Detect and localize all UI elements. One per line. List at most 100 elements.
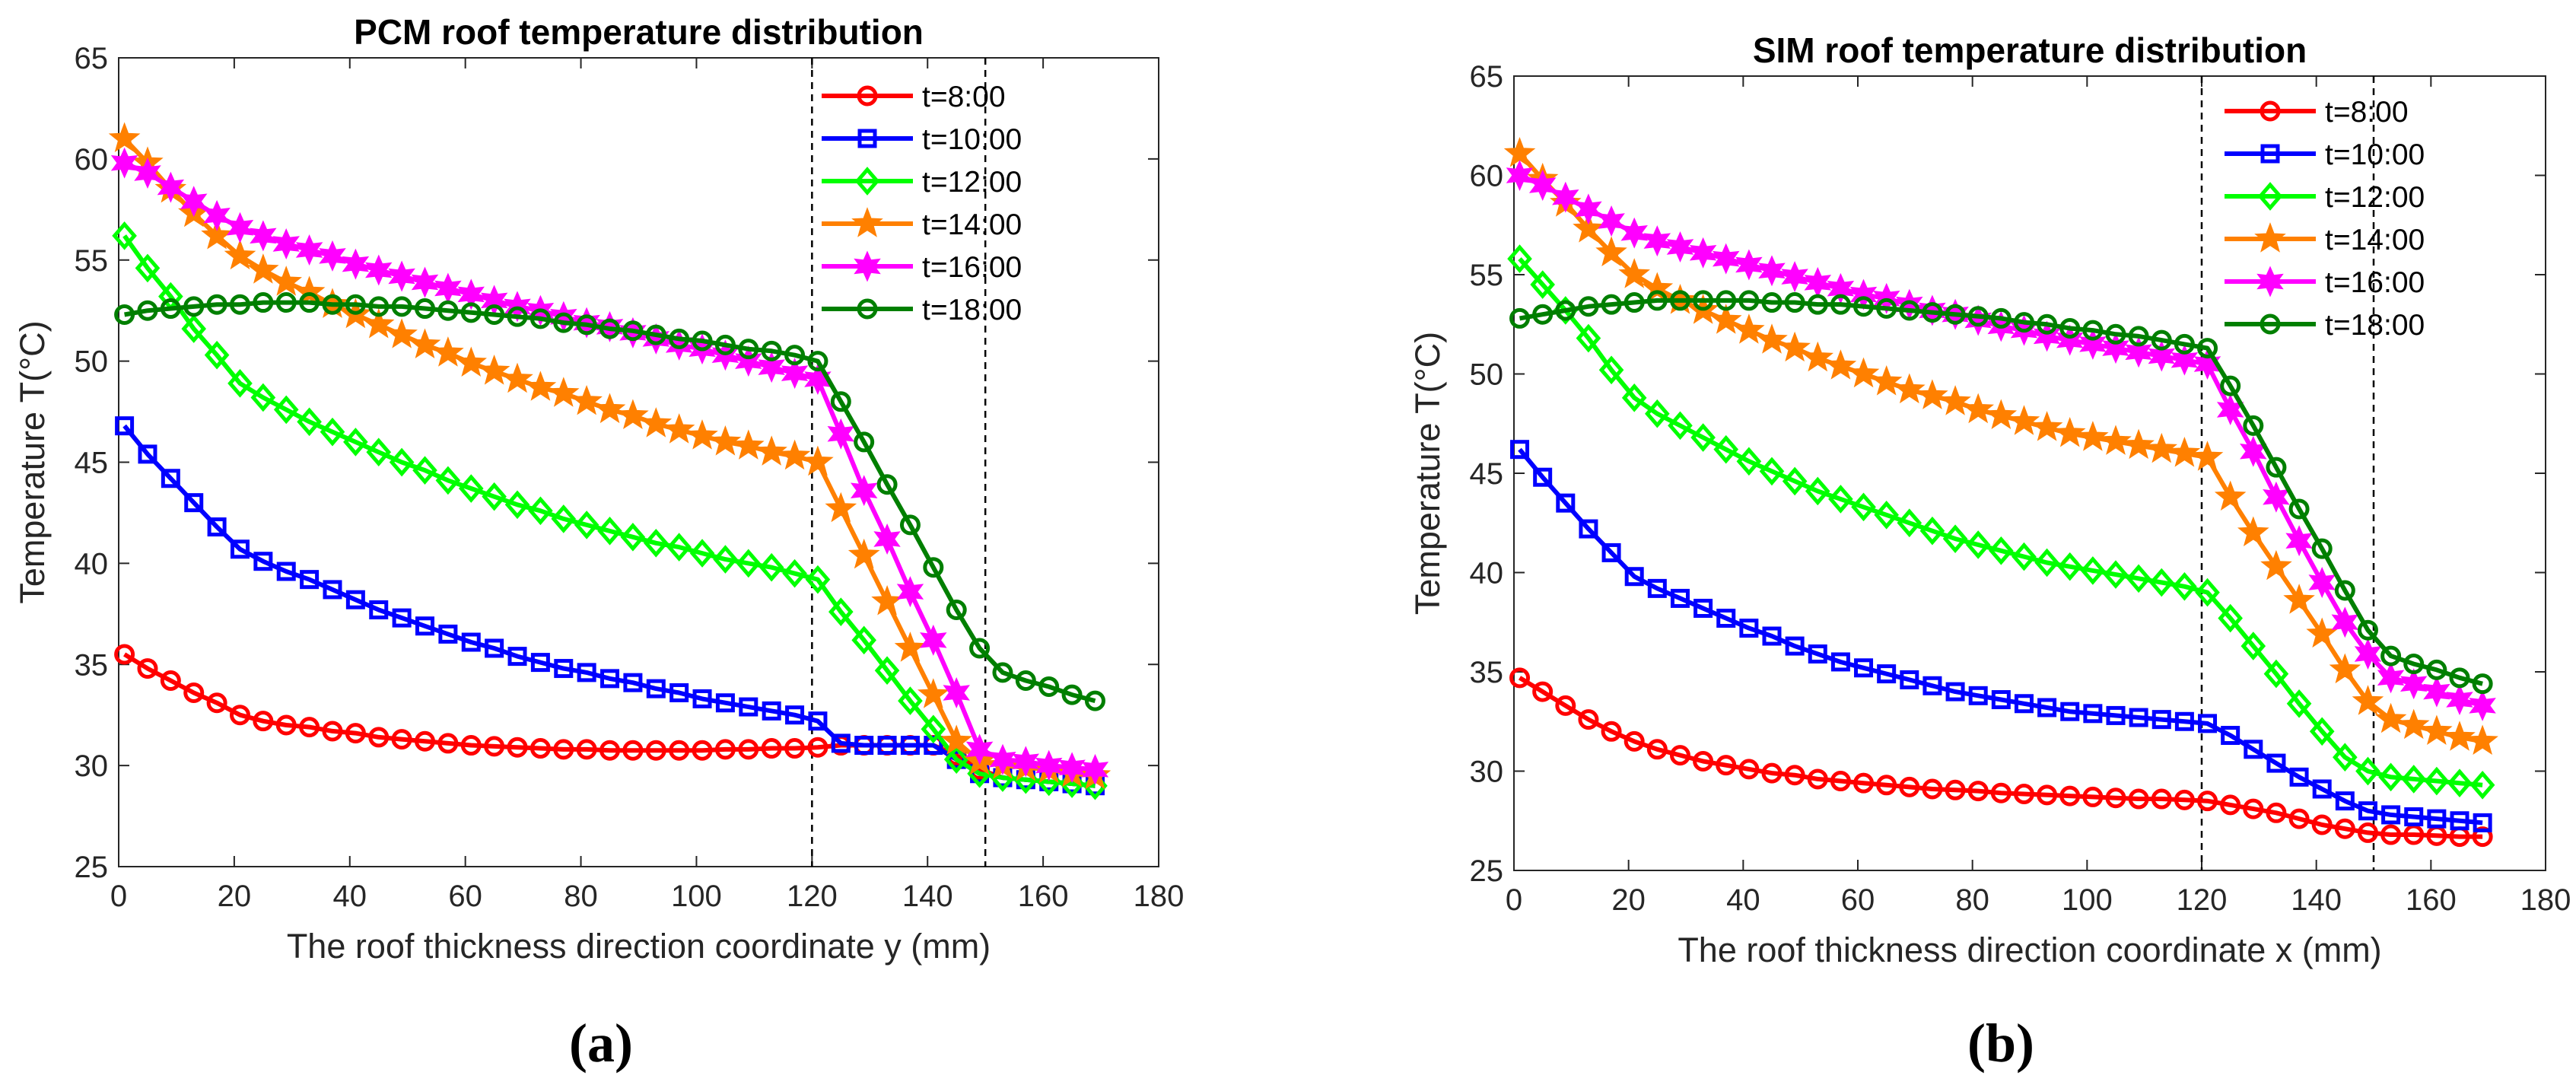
legend-label: t=16:00 bbox=[922, 251, 1022, 284]
x-tick-label: 20 bbox=[1611, 883, 1646, 917]
data-point bbox=[1506, 160, 1534, 191]
legend-marker bbox=[851, 207, 883, 237]
data-point bbox=[293, 275, 326, 306]
data-point bbox=[1035, 749, 1063, 781]
data-point bbox=[940, 724, 973, 755]
x-axis-label: The roof thickness direction coordinate … bbox=[1678, 931, 2381, 969]
data-point bbox=[758, 352, 785, 383]
data-point bbox=[736, 549, 762, 578]
data-point bbox=[917, 678, 949, 708]
data-point bbox=[692, 740, 713, 761]
series-t=18:00 bbox=[114, 292, 1105, 711]
data-point bbox=[899, 514, 921, 536]
data-point bbox=[224, 239, 256, 270]
y-tick-label: 25 bbox=[75, 851, 109, 884]
data-point bbox=[1015, 670, 1036, 692]
data-point bbox=[2444, 721, 2476, 751]
x-tick-label: 80 bbox=[1955, 883, 1989, 917]
data-point bbox=[184, 493, 204, 513]
data-point bbox=[1828, 485, 1853, 514]
data-point bbox=[1824, 349, 1857, 380]
data-point bbox=[1876, 775, 1897, 796]
data-point bbox=[207, 517, 227, 537]
data-point bbox=[2472, 673, 2493, 695]
data-point bbox=[1781, 261, 1808, 293]
data-point bbox=[1733, 313, 1765, 344]
legend-label: t=8:00 bbox=[2325, 96, 2409, 129]
data-point bbox=[1643, 225, 1671, 257]
legend-marker bbox=[2260, 100, 2281, 122]
data-point bbox=[2214, 480, 2247, 511]
series-line bbox=[124, 300, 1096, 704]
data-point bbox=[1922, 302, 1943, 323]
data-point bbox=[669, 682, 689, 702]
panel-label: (b) bbox=[1967, 1013, 2034, 1074]
data-point bbox=[2195, 578, 2220, 607]
x-tick-label: 120 bbox=[787, 880, 838, 913]
data-point bbox=[2129, 708, 2148, 727]
data-point bbox=[1762, 626, 1782, 646]
data-point bbox=[345, 294, 366, 315]
data-point bbox=[1854, 658, 1874, 678]
chart-title: PCM roof temperature distribution bbox=[354, 12, 924, 52]
data-point bbox=[782, 558, 807, 588]
data-point bbox=[204, 340, 230, 370]
data-point bbox=[2263, 659, 2289, 689]
data-point bbox=[1693, 290, 1714, 311]
data-point bbox=[2126, 564, 2151, 593]
data-point bbox=[1942, 524, 1968, 553]
data-point bbox=[2151, 710, 2171, 730]
legend-label: t=18:00 bbox=[922, 294, 1022, 326]
chart-title: SIM roof temperature distribution bbox=[1753, 30, 2307, 70]
data-point bbox=[1618, 258, 1651, 288]
data-point bbox=[669, 740, 690, 761]
data-point bbox=[709, 425, 742, 456]
data-point bbox=[848, 538, 880, 569]
data-point bbox=[2013, 784, 2034, 805]
data-point bbox=[898, 686, 923, 715]
data-point bbox=[229, 294, 250, 315]
data-point bbox=[457, 278, 485, 310]
data-point bbox=[206, 692, 227, 714]
data-point bbox=[2102, 332, 2129, 364]
data-point bbox=[1830, 294, 1851, 315]
data-point bbox=[547, 377, 580, 407]
data-point bbox=[574, 511, 599, 539]
data-point bbox=[247, 253, 279, 284]
legend-marker bbox=[2257, 182, 2283, 211]
data-point bbox=[1853, 772, 1875, 794]
data-point bbox=[1576, 323, 1601, 353]
data-point bbox=[2243, 798, 2264, 819]
data-point bbox=[1624, 292, 1645, 313]
data-point bbox=[1647, 578, 1667, 598]
data-point bbox=[369, 600, 389, 619]
x-tick-label: 140 bbox=[2291, 883, 2342, 917]
data-point bbox=[2450, 811, 2469, 831]
data-point bbox=[322, 294, 343, 315]
data-point bbox=[115, 416, 135, 436]
data-point bbox=[2427, 809, 2447, 829]
series-t=12:00 bbox=[1507, 244, 2495, 800]
data-point bbox=[409, 328, 441, 358]
data-point bbox=[804, 364, 832, 395]
data-point bbox=[1893, 373, 1926, 404]
data-point bbox=[992, 662, 1013, 683]
data-point bbox=[2014, 694, 2034, 714]
legend: t=8:00 t=10:00 t=12:00 t=14:00 t=16:00 t=18:0… bbox=[822, 81, 1022, 326]
data-point bbox=[1598, 205, 1625, 237]
data-point bbox=[1532, 681, 1554, 702]
legend-marker bbox=[2254, 222, 2286, 253]
data-point bbox=[1503, 136, 1536, 167]
data-point bbox=[482, 482, 507, 511]
data-point bbox=[460, 735, 482, 756]
data-point bbox=[1807, 294, 1828, 315]
data-point bbox=[802, 445, 834, 476]
data-point bbox=[1874, 500, 1899, 530]
data-point bbox=[1945, 682, 1965, 702]
data-point bbox=[1922, 778, 1943, 800]
data-point bbox=[623, 673, 643, 692]
data-point bbox=[761, 340, 782, 361]
data-point bbox=[323, 580, 342, 600]
data-point bbox=[1759, 457, 1785, 486]
data-point bbox=[2191, 441, 2224, 471]
